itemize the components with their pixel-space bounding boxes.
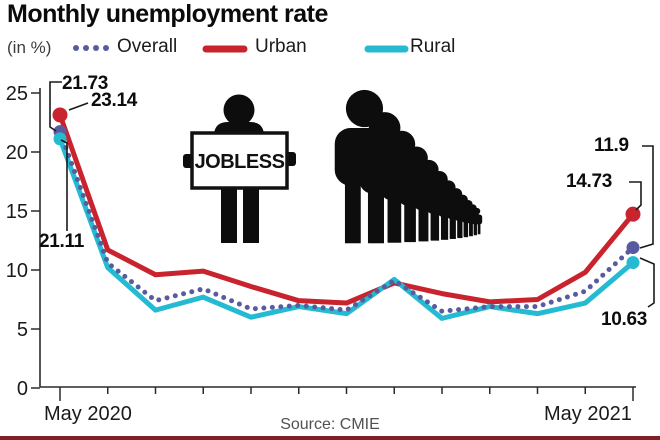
callout-rural-start: 21.11: [39, 231, 84, 252]
callout-urban-end: 14.73: [566, 171, 613, 192]
callout-urban-start: 23.14: [91, 90, 138, 111]
callout-overall-end: 11.9: [594, 135, 629, 156]
legend-urban-line-swatch-icon: [202, 45, 248, 53]
jobless-sign: JOBLESS: [190, 131, 289, 190]
jobless-queue-illustration: [334, 89, 483, 244]
svg-text:20: 20: [6, 142, 28, 164]
svg-text:5: 5: [17, 319, 28, 341]
chart-axes: 0 5 10 15 20 25: [6, 83, 636, 401]
callout-overall-start: 21.73: [62, 73, 109, 94]
chart-series-lines: [52, 107, 641, 321]
legend-label-overall: Overall: [117, 36, 178, 57]
legend-label-urban: Urban: [255, 36, 307, 57]
svg-text:15: 15: [6, 201, 28, 223]
legend-rural-line-swatch-icon: [364, 45, 409, 53]
legend-label-rural: Rural: [410, 36, 456, 57]
callout-rural-end: 10.63: [601, 309, 648, 330]
source-credit: Source: CMIE: [280, 416, 380, 433]
bottom-border-bar: [0, 436, 660, 440]
xaxis-label-may-2020: May 2020: [44, 403, 132, 425]
svg-text:25: 25: [6, 83, 28, 105]
jobless-sign-text: JOBLESS: [195, 151, 285, 173]
xaxis-label-may-2021: May 2021: [544, 403, 632, 425]
svg-text:10: 10: [6, 260, 28, 282]
unit-label: (in %): [7, 38, 52, 57]
annotation-leader-lines: [49, 81, 655, 308]
page-title: Monthly unemployment rate: [7, 0, 328, 28]
legend-overall-dotted-swatch-icon: [73, 45, 109, 51]
svg-text:0: 0: [17, 378, 28, 400]
